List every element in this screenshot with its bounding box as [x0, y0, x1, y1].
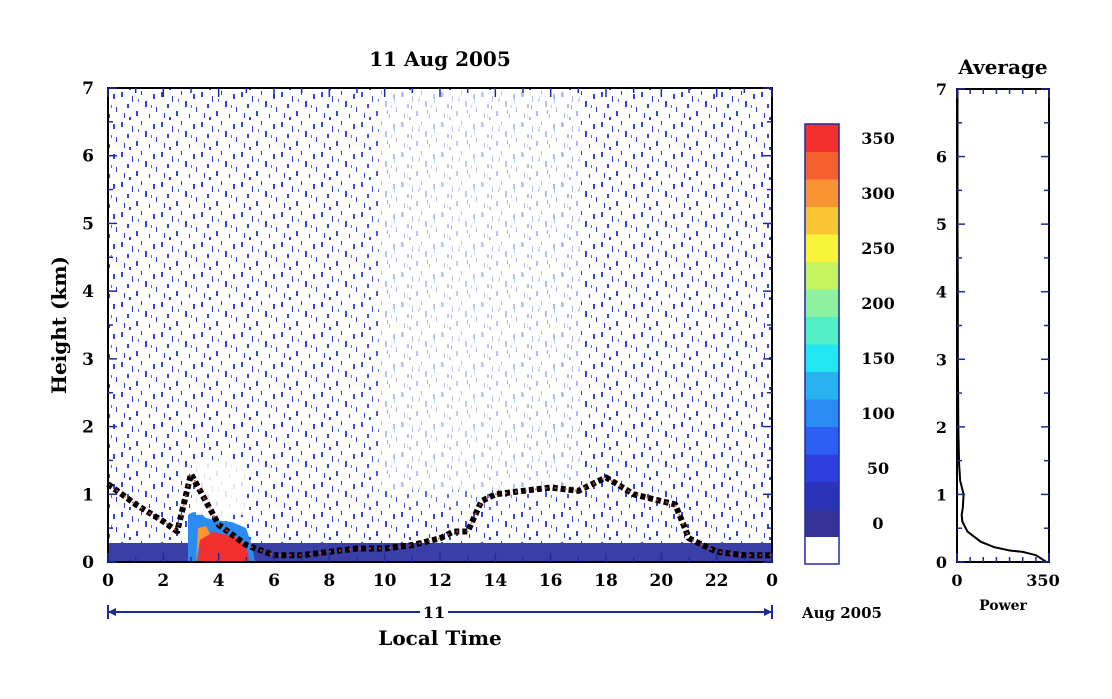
avg-y-tick-label: 0 — [936, 553, 947, 572]
x-axis-ticks: 0 2 4 6 8 10 12 14 16 18 20 22 0 — [102, 88, 778, 591]
x-tick-label: 8 — [323, 571, 335, 591]
date-axis-month-year: Aug 2005 — [801, 604, 882, 622]
avg-y-tick-label: 3 — [936, 350, 947, 369]
x-tick-label: 16 — [539, 571, 563, 591]
colorbar-cell — [805, 509, 839, 537]
y-tick-label: 1 — [82, 485, 94, 505]
heatmap-field — [108, 88, 772, 562]
x-tick-label: 2 — [157, 571, 169, 591]
x-tick-label: 6 — [268, 571, 280, 591]
main-title: 11 Aug 2005 — [369, 47, 510, 71]
colorbar-label: 0 — [872, 514, 883, 533]
y-axis-ticks: 0 1 2 3 4 5 6 7 — [82, 79, 772, 573]
colorbar-label: 150 — [861, 349, 894, 368]
y-tick-label: 7 — [82, 79, 94, 99]
x-tick-label: 0 — [102, 571, 114, 591]
average-x-label: Power — [979, 598, 1027, 614]
y-tick-label: 0 — [82, 553, 94, 573]
avg-x-tick-label: 350 — [1026, 571, 1059, 590]
avg-y-tick-label: 6 — [936, 148, 947, 167]
colorbar-label: 350 — [861, 129, 894, 148]
y-tick-label: 5 — [82, 214, 94, 234]
strong-echo-edge — [196, 526, 210, 562]
average-panel: Average 0 1 2 3 4 5 6 7 0 350 Power — [936, 55, 1060, 614]
colorbar-cell — [805, 234, 839, 262]
echo-white-gap — [196, 460, 246, 515]
x-tick-label: 20 — [649, 571, 673, 591]
boundary-layer-highlight — [107, 471, 772, 557]
colorbar-label: 200 — [861, 294, 894, 313]
y-tick-label: 4 — [82, 282, 94, 302]
colorbar-cell — [805, 399, 839, 427]
x-tick-label: 22 — [705, 571, 729, 591]
x-tick-label: 0 — [766, 571, 778, 591]
y-tick-label: 6 — [82, 147, 94, 167]
average-frame — [956, 88, 1050, 563]
colorbar-cell — [805, 536, 839, 565]
average-axis-ticks: 0 1 2 3 4 5 6 7 0 350 — [936, 80, 1060, 590]
colorbar-cell — [805, 426, 839, 455]
y-tick-label: 2 — [82, 418, 94, 438]
main-panel: 11 Aug 2005 0 2 4 6 8 10 12 14 16 18 20 22 0 0123456… — [47, 47, 882, 650]
colorbar-frame — [804, 123, 840, 565]
x-tick-label: 18 — [594, 571, 618, 591]
colorbar-cell — [805, 206, 839, 235]
colorbar-cells — [805, 124, 839, 565]
colorbar-cell — [805, 454, 839, 482]
colorbar-cell — [805, 481, 839, 510]
x-axis-label: Local Time — [378, 626, 501, 650]
colorbar-cell — [805, 371, 839, 400]
avg-y-tick-label: 5 — [936, 215, 947, 234]
colorbar-label: 300 — [861, 184, 894, 203]
colorbar-cell — [805, 179, 839, 207]
x-tick-label: 14 — [483, 571, 507, 591]
colorbar-cell — [805, 289, 839, 317]
colorbar-cell — [805, 344, 839, 372]
colorbar-label: 250 — [861, 239, 894, 258]
avg-y-tick-label: 2 — [936, 418, 947, 437]
heatmap-glow — [330, 90, 590, 510]
colorbar-cell — [805, 316, 839, 345]
colorbar-label: 100 — [861, 404, 894, 423]
avg-y-tick-label: 7 — [936, 80, 947, 99]
average-title: Average — [957, 55, 1047, 79]
colorbar-cell — [805, 151, 839, 180]
x-tick-label: 12 — [428, 571, 452, 591]
avg-x-tick-label: 0 — [951, 571, 962, 590]
colorbar-labels: 0 50 100 150 200 250 300 350 — [861, 129, 894, 533]
avg-y-tick-label: 1 — [936, 485, 947, 504]
y-tick-label: 3 — [82, 350, 94, 370]
colorbar-label: 50 — [867, 459, 889, 478]
colorbar-cell — [805, 124, 839, 152]
date-axis: 11 Aug 2005 — [107, 601, 882, 623]
x-tick-label: 4 — [213, 571, 225, 591]
colorbar-cell — [805, 261, 839, 290]
avg-y-tick-label: 4 — [936, 283, 947, 302]
colorbar: 0 50 100 150 200 250 300 350 — [804, 123, 895, 565]
y-axis-label: Height (km) — [47, 256, 71, 394]
x-tick-label: 10 — [373, 571, 397, 591]
date-axis-day: 11 — [423, 603, 445, 622]
